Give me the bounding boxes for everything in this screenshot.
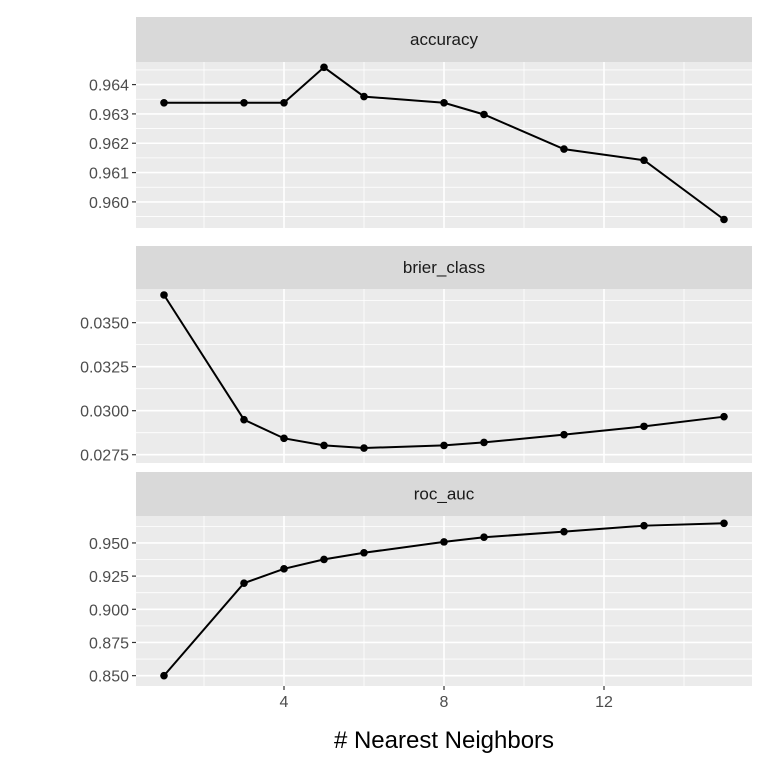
strip-background [136, 246, 752, 289]
y-tick-label: 0.0300 [80, 404, 129, 421]
data-point [720, 215, 728, 224]
y-tick-label: 0.950 [89, 536, 129, 553]
y-tick-label: 0.962 [89, 136, 129, 153]
data-point [480, 110, 488, 119]
y-tick-label: 0.0350 [80, 316, 129, 333]
data-point [480, 533, 488, 542]
strip-label: brier_class [403, 258, 485, 277]
y-tick-label: 0.0275 [80, 448, 129, 465]
data-point [280, 98, 288, 107]
data-point [720, 412, 728, 421]
data-point [160, 671, 168, 680]
y-tick-label: 0.960 [89, 195, 129, 212]
data-point [560, 145, 568, 153]
x-axis-title: # Nearest Neighbors [334, 727, 554, 754]
facet-panel-roc_auc: roc_auc 0.850 0.875 0.900 0.925 0.950 [89, 472, 752, 686]
data-point [640, 422, 648, 431]
data-point [160, 98, 168, 107]
data-point [280, 434, 288, 443]
data-point [320, 441, 328, 450]
facet-panel-brier_class: brier_class 0.0275 0.0300 0.0325 0.0350 [80, 246, 752, 465]
strip-background [136, 17, 752, 62]
data-point [360, 92, 368, 101]
y-tick-label: 0.875 [89, 635, 129, 652]
y-tick-label: 0.900 [89, 602, 129, 619]
y-tick-label: 0.963 [89, 107, 129, 124]
y-tick-label: 0.961 [89, 166, 129, 183]
data-point [280, 565, 288, 573]
data-point [320, 555, 328, 564]
series-line-brier_class [163, 294, 725, 450]
data-point [240, 415, 248, 424]
y-tick-label: 0.850 [89, 669, 129, 686]
data-point [440, 441, 448, 450]
data-point [640, 521, 648, 530]
data-point [240, 579, 248, 587]
x-tick-label: 4 [280, 694, 289, 711]
y-tick-label: 0.925 [89, 569, 129, 586]
x-tick-label: 12 [595, 694, 613, 711]
data-point [360, 444, 368, 452]
data-point [440, 98, 448, 107]
y-tick-label: 0.0325 [80, 360, 129, 377]
strip-label: accuracy [410, 30, 479, 49]
series-line-roc_auc [163, 522, 725, 677]
strip-background [136, 472, 752, 516]
data-point [320, 63, 328, 72]
data-point [560, 430, 568, 439]
data-point [640, 156, 648, 165]
data-point [240, 98, 248, 107]
data-point [360, 548, 368, 557]
data-point [480, 438, 488, 447]
data-point [560, 527, 568, 536]
data-point [440, 538, 448, 546]
data-point [160, 291, 168, 299]
facet-panel-accuracy: accuracy 0.960 0.961 0.962 0.963 0.964 [89, 17, 752, 228]
y-tick-label: 0.964 [89, 78, 129, 95]
series-line-accuracy [164, 65, 725, 221]
strip-label: roc_auc [414, 485, 475, 504]
data-point [720, 519, 728, 528]
x-tick-label: 8 [440, 694, 449, 711]
